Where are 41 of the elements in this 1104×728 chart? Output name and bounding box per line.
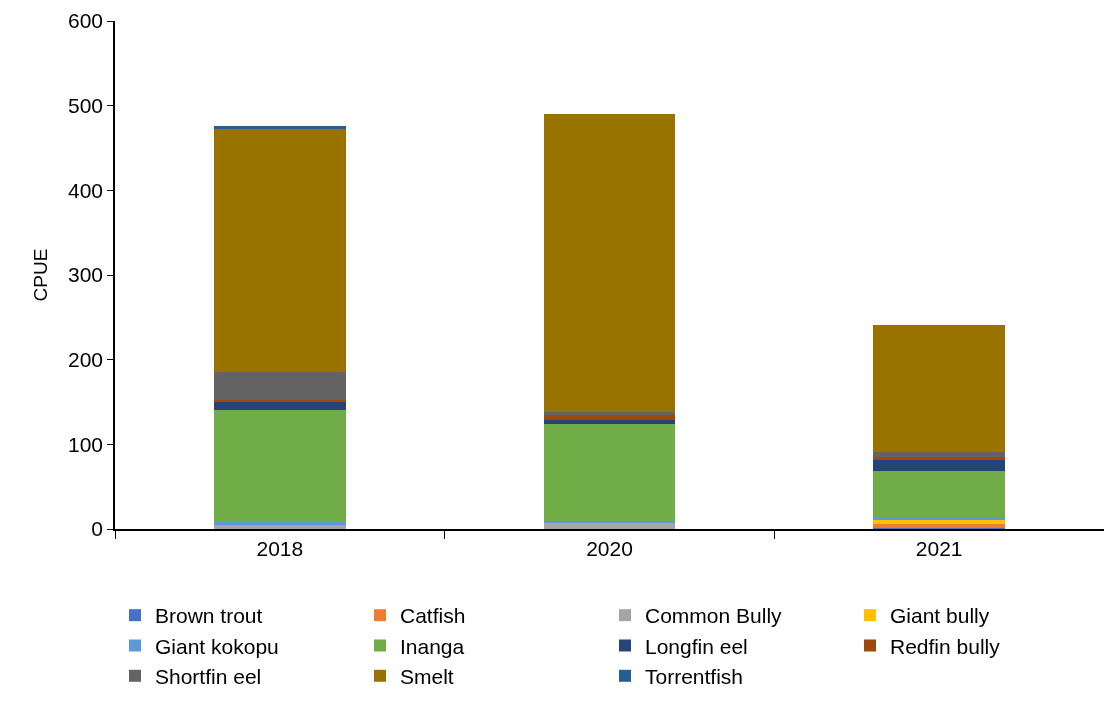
legend-label: Inanga bbox=[400, 634, 465, 658]
legend-label: Giant kokopu bbox=[155, 634, 279, 658]
legend-label: Catfish bbox=[400, 604, 466, 628]
y-tick-label: 100 bbox=[68, 432, 104, 456]
bar bbox=[873, 471, 1006, 518]
bar bbox=[873, 460, 1006, 472]
y-tick-label: 600 bbox=[68, 9, 104, 33]
legend-label: Shortfin eel bbox=[155, 664, 262, 688]
y-tick-label: 500 bbox=[68, 94, 104, 118]
x-tick-label: 2018 bbox=[256, 536, 304, 560]
bar bbox=[873, 324, 1006, 452]
bar bbox=[543, 419, 676, 425]
bar bbox=[213, 524, 346, 529]
bar bbox=[213, 522, 346, 525]
bar bbox=[543, 424, 676, 522]
bar bbox=[543, 114, 676, 413]
bar bbox=[213, 410, 346, 523]
bar bbox=[873, 451, 1006, 458]
y-axis-title: CPUE bbox=[30, 248, 52, 302]
x-tick-label: 2021 bbox=[915, 536, 963, 560]
bar bbox=[873, 523, 1006, 529]
y-tick-label: 300 bbox=[68, 263, 104, 287]
y-tick-label: 400 bbox=[68, 178, 104, 202]
bar bbox=[543, 412, 676, 415]
legend-label: Longfin eel bbox=[645, 634, 748, 658]
x-tick-label: 2020 bbox=[586, 536, 633, 560]
bar bbox=[873, 519, 1006, 524]
bar bbox=[213, 372, 346, 401]
y-tick-label: 0 bbox=[91, 517, 104, 541]
legend-label: Brown trout bbox=[155, 604, 263, 628]
legend-label: Giant bully bbox=[890, 604, 990, 628]
bar bbox=[213, 128, 346, 373]
legend-label: Common Bully bbox=[645, 604, 783, 628]
legend-label: Redfin bully bbox=[890, 634, 1001, 658]
legend-label: Torrentfish bbox=[645, 664, 744, 688]
bar bbox=[543, 414, 676, 420]
legend-label: Smelt bbox=[400, 664, 454, 688]
bar bbox=[873, 517, 1006, 520]
y-tick-label: 200 bbox=[68, 348, 104, 372]
bar bbox=[213, 402, 346, 411]
bar bbox=[213, 125, 346, 129]
